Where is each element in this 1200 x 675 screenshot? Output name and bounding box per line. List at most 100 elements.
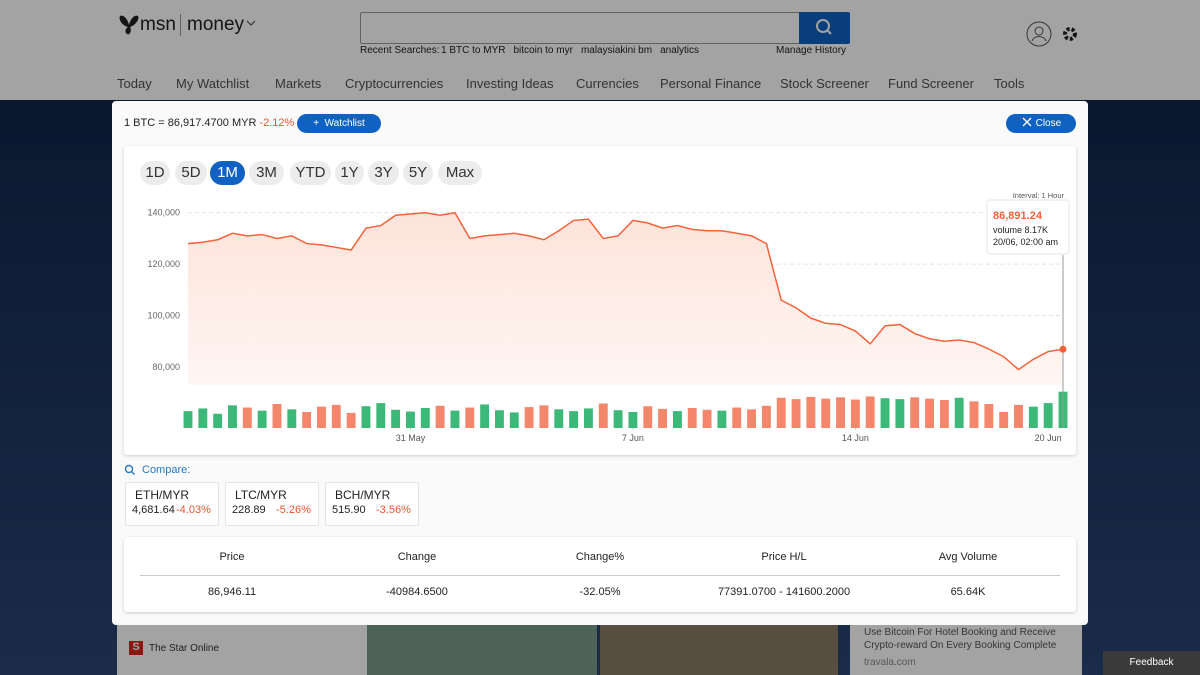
volume-bar — [183, 411, 193, 428]
volume-bar — [954, 397, 964, 428]
nav-item[interactable]: Currencies — [576, 76, 639, 91]
compare-price: 4,681.64 — [132, 504, 175, 516]
volume-bar — [406, 411, 415, 428]
volume-bar — [302, 412, 312, 428]
stat-value: -32.05% — [579, 586, 621, 598]
x-tick-label: 7 Jun — [622, 433, 644, 443]
nav-item[interactable]: Investing Ideas — [466, 76, 554, 91]
nav-item[interactable]: Today — [117, 76, 152, 91]
volume-bar — [346, 412, 356, 428]
news-card[interactable]: S The Star Online — [117, 625, 597, 675]
price-area — [188, 212, 1063, 385]
volume-bar — [865, 396, 875, 428]
nav-item[interactable]: Personal Finance — [660, 76, 762, 91]
volume-bar — [465, 407, 475, 428]
stat-header: Price H/L — [761, 551, 807, 563]
volume-bar — [910, 397, 920, 428]
volume-bar — [806, 396, 816, 428]
watchlist-button[interactable]: + Watchlist — [297, 114, 381, 133]
volume-bar — [198, 408, 208, 428]
compare-label: Compare: — [142, 464, 191, 476]
manage-history[interactable]: Manage History — [776, 45, 847, 56]
volume-bar — [702, 409, 712, 428]
volume-bar — [850, 399, 860, 428]
watchlist-label: Watchlist — [324, 118, 365, 129]
volume-bar — [895, 399, 905, 428]
feedback-button[interactable]: Feedback — [1103, 651, 1200, 675]
range-button[interactable]: 1M — [210, 161, 245, 185]
range-button[interactable]: 5D — [175, 161, 207, 185]
news-image[interactable] — [600, 625, 838, 675]
search-button[interactable] — [799, 12, 850, 44]
news-image — [367, 625, 597, 675]
x-tick-label: 31 May — [396, 433, 426, 443]
tooltip-volume: volume 8.17K — [993, 225, 1048, 235]
compare-card[interactable]: ETH/MYR 4,681.64 -4.03% — [125, 482, 219, 526]
recent-list: 1 BTC to MYR bitcoin to myr malaysiakini b… — [441, 45, 699, 56]
volume-bar — [391, 409, 401, 428]
volume-bar — [717, 410, 727, 428]
compare-change: -5.26% — [276, 504, 311, 516]
nav-item[interactable]: Tools — [994, 76, 1025, 91]
nav-item[interactable]: My Watchlist — [176, 76, 250, 91]
range-button[interactable]: 1D — [140, 161, 170, 185]
nav-item[interactable]: Stock Screener — [780, 76, 869, 91]
compare-change: -3.56% — [376, 504, 411, 516]
y-tick-label: 100,000 — [147, 311, 180, 321]
nav-item[interactable]: Cryptocurrencies — [345, 76, 444, 91]
stat-header: Avg Volume — [938, 551, 998, 563]
ad-card[interactable]: Use Bitcoin For Hotel Booking and Receiv… — [850, 625, 1082, 675]
range-button[interactable]: 1Y — [335, 161, 364, 185]
volume-bar — [791, 399, 801, 428]
range-button[interactable]: Max — [438, 161, 482, 185]
compare-icon — [124, 464, 135, 475]
compare-change: -4.03% — [176, 504, 211, 516]
volume-bar — [925, 398, 934, 428]
compare-price: 228.89 — [232, 504, 266, 516]
account-icons — [1026, 21, 1077, 47]
recent-search[interactable]: malaysiakini bm — [580, 45, 653, 56]
volume-bar — [331, 404, 341, 428]
stat-header: Change — [397, 551, 437, 563]
source-icon: S — [129, 641, 143, 655]
range-button[interactable]: 3Y — [368, 161, 399, 185]
hover-point — [1059, 345, 1067, 353]
chevron — [246, 20, 256, 26]
nav-item[interactable]: Fund Screener — [888, 76, 974, 91]
volume-bar — [509, 412, 519, 428]
recent-label: Recent Searches: — [360, 45, 440, 56]
section[interactable]: money — [187, 14, 245, 35]
volume-bar — [450, 410, 460, 428]
recent-search[interactable]: 1 BTC to MYR — [441, 45, 506, 56]
volume-bar — [228, 405, 237, 428]
stat-value: 86,946.11 — [207, 586, 257, 598]
volume-bar — [317, 406, 326, 428]
nav-item[interactable]: Markets — [275, 76, 322, 91]
range-button[interactable]: 5Y — [403, 161, 433, 185]
close-button[interactable]: Close — [1006, 114, 1076, 133]
compare-card[interactable]: LTC/MYR 228.89 -5.26% — [225, 482, 319, 526]
stat-value: 77391.0700 - 141600.2000 — [717, 586, 851, 598]
compare-card[interactable]: BCH/MYR 515.90 -3.56% — [325, 482, 419, 526]
y-tick-label: 140,000 — [147, 208, 180, 218]
range-button[interactable]: YTD — [290, 161, 331, 185]
quote: 1 BTC = 86,917.4700 MYR -2.12% — [124, 117, 294, 129]
volume-bar — [939, 400, 949, 428]
compare-symbol: LTC/MYR — [235, 488, 287, 502]
recent-search[interactable]: analytics — [660, 45, 699, 56]
volume-bar — [435, 405, 445, 428]
recent-search[interactable]: bitcoin to myr — [513, 45, 573, 56]
volume-bar — [361, 406, 371, 428]
volume-bar — [643, 406, 653, 428]
search-box[interactable] — [360, 12, 799, 44]
volume-bar — [554, 409, 564, 428]
ad-title: Crypto-reward On Every Booking Complete — [864, 640, 1057, 651]
volume-bar — [732, 407, 742, 428]
range-button[interactable]: 3M — [249, 161, 284, 185]
volume-bar — [672, 411, 682, 428]
tooltip-box — [986, 199, 1070, 255]
ad-domain: travala.com — [864, 657, 916, 668]
